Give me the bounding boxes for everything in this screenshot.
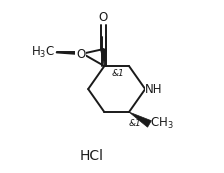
Text: CH$_3$: CH$_3$ (150, 116, 174, 131)
Text: O: O (99, 11, 108, 24)
Text: HCl: HCl (80, 149, 103, 163)
Text: &1: &1 (129, 119, 142, 128)
Polygon shape (100, 49, 107, 66)
Polygon shape (129, 112, 151, 127)
Text: H$_3$C: H$_3$C (31, 45, 55, 60)
Text: NH: NH (145, 83, 163, 95)
Text: O: O (76, 48, 85, 61)
Text: &1: &1 (112, 70, 125, 79)
